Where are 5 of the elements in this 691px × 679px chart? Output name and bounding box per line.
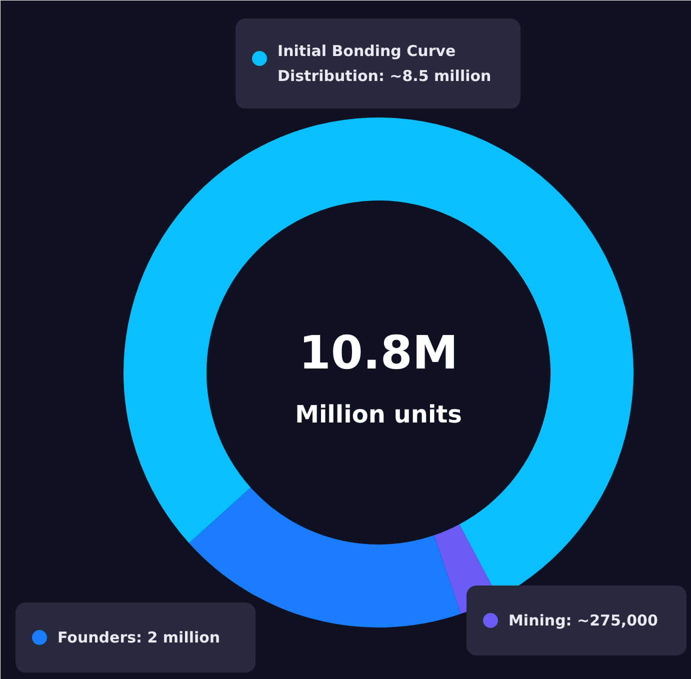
legend-label: Founders: 2 million xyxy=(58,628,220,646)
legend-label: Initial Bonding Curve Distribution: ~8.5 million xyxy=(278,42,492,86)
text: 10.8M xyxy=(298,326,458,380)
text: Million units xyxy=(295,400,462,428)
legend-label: Mining: ~275,000 xyxy=(508,612,658,630)
